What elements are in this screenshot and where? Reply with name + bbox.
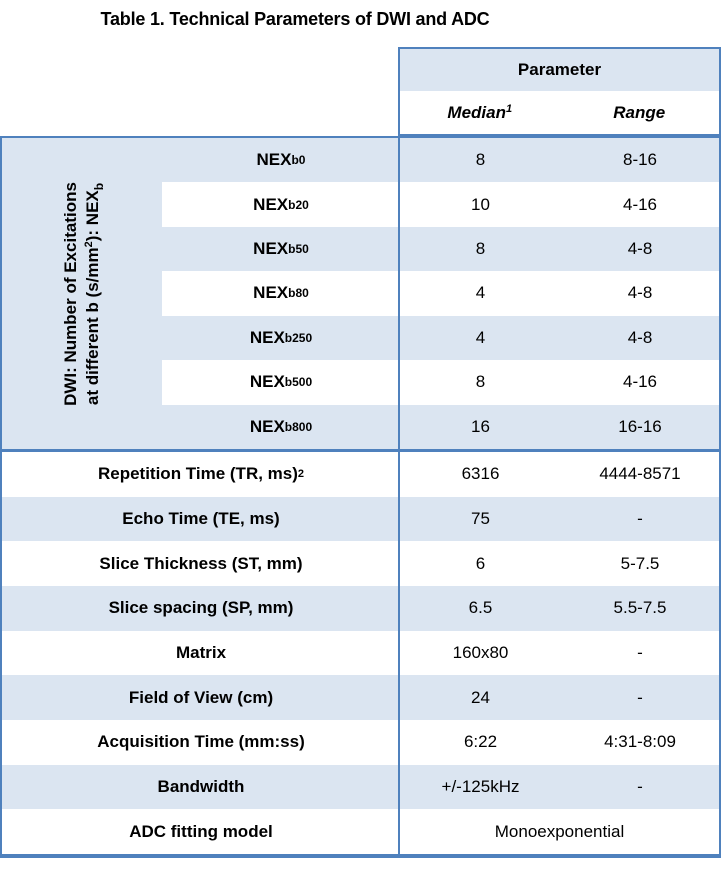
range-value: 4-16 <box>622 372 658 392</box>
table-body: DWI: Number of Excitations at different … <box>0 136 721 858</box>
table-row: Slice spacing (SP, mm) 6.5 5.5-7.5 <box>2 586 719 631</box>
section-divider <box>2 449 719 452</box>
table-row: Acquisition Time (mm:ss) 6:22 4:31-8:09 <box>2 720 719 765</box>
b-subscript: b <box>92 182 106 190</box>
row-label: NEX b50 <box>253 239 309 259</box>
median-value: 75 <box>471 509 490 528</box>
table-row: NEX b20 10 4-16 <box>162 182 719 227</box>
squared-superscript: 2 <box>83 240 95 247</box>
table-row: ADC fitting model Monoexponential <box>2 809 719 855</box>
row-label: NEX b250 <box>249 327 313 347</box>
stat-column-headers: Median1 Range <box>400 91 719 134</box>
row-label: NEX b800 <box>249 416 313 436</box>
range-value: - <box>637 687 643 707</box>
row-label: NEX b0 <box>256 150 306 170</box>
row-label: Slice spacing (SP, mm) <box>108 598 294 618</box>
range-value: - <box>637 509 643 528</box>
row-label: Slice Thickness (ST, mm) <box>99 553 303 573</box>
table-row: Matrix 160x80 - <box>2 630 719 676</box>
range-value: 4444-8571 <box>599 464 681 484</box>
range-value: 4-16 <box>622 194 658 214</box>
range-value: 8-16 <box>622 150 658 170</box>
table-row: NEX b50 8 4-8 <box>162 226 719 272</box>
median-value: 16 <box>471 416 490 436</box>
row-label: NEX b80 <box>253 283 309 303</box>
acquisition-parameters-section: Repetition Time (TR, ms) 2 6316 4444-8571… <box>2 452 719 855</box>
row-label: ADC fitting model <box>129 821 273 841</box>
table-row: Bandwidth +/-125kHz - <box>2 764 719 810</box>
row-label: NEX b20 <box>253 194 309 214</box>
table-row: Slice Thickness (ST, mm) 6 5-7.5 <box>2 541 719 587</box>
merged-value: Monoexponential <box>494 821 625 841</box>
median-value: 6:22 <box>463 732 498 752</box>
median-column-header: Median1 <box>400 103 560 123</box>
column-divider-line <box>398 47 400 858</box>
table-title: Table 1. Technical Parameters of DWI and… <box>100 9 490 29</box>
row-label: Repetition Time (TR, ms) 2 <box>97 464 305 484</box>
dwi-nex-section: DWI: Number of Excitations at different … <box>2 138 719 449</box>
row-label: NEX b500 <box>249 372 313 392</box>
row-label: Field of View (cm) <box>128 687 274 707</box>
median-value: 6.5 <box>468 598 493 618</box>
median-value: 10 <box>471 194 490 214</box>
table-row: Echo Time (TE, ms) 75 - <box>2 496 719 542</box>
median-value: 8 <box>475 239 486 259</box>
table-row: NEX b800 16 16-16 <box>162 404 719 449</box>
dwi-group-label: DWI: Number of Excitations at different … <box>60 181 106 406</box>
median-value: 6 <box>475 553 486 573</box>
table-row: NEX b500 8 4-16 <box>162 360 719 405</box>
median-value: +/-125kHz <box>441 777 520 797</box>
table-row: NEX b0 8 8-16 <box>162 138 719 183</box>
dwi-group-header-cell: DWI: Number of Excitations at different … <box>2 138 162 449</box>
range-column-header: Range <box>613 102 666 122</box>
median-value: 8 <box>475 372 486 392</box>
nex-rows: NEX b0 8 8-16 NEX b20 10 4-16 NEX b50 8 4-8… <box>162 138 719 449</box>
range-value: - <box>637 643 643 663</box>
median-value: 4 <box>475 283 486 303</box>
dwi-group-label-line1: DWI: Number of Excitations <box>60 181 80 406</box>
row-label: Echo Time (TE, ms) <box>122 509 280 528</box>
range-value: 4-8 <box>627 239 653 259</box>
median-value: 4 <box>475 327 486 347</box>
range-value: 16-16 <box>618 416 662 436</box>
table-row: Field of View (cm) 24 - <box>2 675 719 721</box>
table-row: NEX b250 4 4-8 <box>162 315 719 361</box>
range-value: 4-8 <box>627 283 653 303</box>
row-label: Acquisition Time (mm:ss) <box>97 732 305 752</box>
range-value: 4-8 <box>627 327 653 347</box>
median-value: 8 <box>475 150 486 170</box>
table-row: Repetition Time (TR, ms) 2 6316 4444-8571 <box>2 452 719 497</box>
range-value: - <box>637 777 643 797</box>
row-label: Matrix <box>175 643 227 663</box>
range-value: 5-7.5 <box>620 553 660 573</box>
median-value: 24 <box>471 687 490 707</box>
row-label: Bandwidth <box>157 777 245 797</box>
median-label: Median <box>447 102 506 122</box>
range-value: 5.5-7.5 <box>613 598 667 618</box>
parameter-header-block: Parameter Median1 Range <box>398 47 721 136</box>
median-value: 160x80 <box>452 643 509 663</box>
range-value: 4:31-8:09 <box>604 732 676 752</box>
table-row: NEX b80 4 4-8 <box>162 271 719 316</box>
parameter-group-header: Parameter <box>400 49 719 91</box>
median-footnote-marker: 1 <box>505 102 513 115</box>
dwi-group-label-line2: at different b (s/mm2): NEXb <box>83 182 106 405</box>
median-value: 6316 <box>461 464 500 484</box>
